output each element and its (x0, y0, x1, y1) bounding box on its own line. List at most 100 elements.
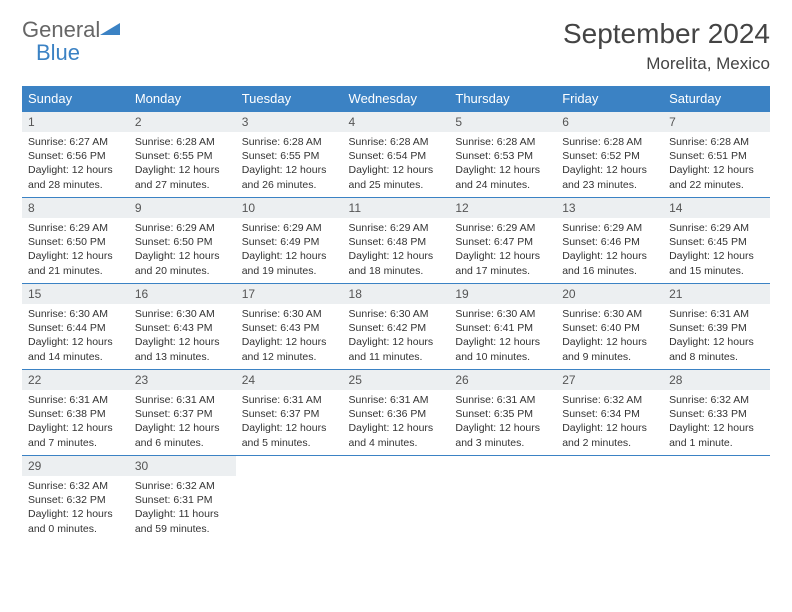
day-number: 10 (236, 198, 343, 218)
weekday-header: Saturday (663, 86, 770, 112)
sunrise-line: Sunrise: 6:31 AM (242, 394, 322, 406)
logo-word-1: General (22, 17, 100, 42)
day-number: 5 (449, 112, 556, 132)
calendar-empty-cell (343, 456, 450, 542)
title-block: September 2024 Morelita, Mexico (563, 18, 770, 74)
sunset-line: Sunset: 6:56 PM (28, 150, 106, 162)
calendar-day-cell: 22Sunrise: 6:31 AMSunset: 6:38 PMDayligh… (22, 370, 129, 456)
sunset-line: Sunset: 6:31 PM (135, 494, 213, 506)
sunrise-line: Sunrise: 6:32 AM (28, 480, 108, 492)
daylight-line: Daylight: 12 hours and 0 minutes. (28, 508, 113, 534)
calendar-empty-cell (663, 456, 770, 542)
day-number: 21 (663, 284, 770, 304)
sunrise-line: Sunrise: 6:28 AM (349, 136, 429, 148)
calendar-day-cell: 16Sunrise: 6:30 AMSunset: 6:43 PMDayligh… (129, 284, 236, 370)
calendar-day-cell: 25Sunrise: 6:31 AMSunset: 6:36 PMDayligh… (343, 370, 450, 456)
daylight-line: Daylight: 12 hours and 27 minutes. (135, 164, 220, 190)
sunrise-line: Sunrise: 6:30 AM (242, 308, 322, 320)
sunset-line: Sunset: 6:34 PM (562, 408, 640, 420)
calendar-day-cell: 3 Sunrise: 6:28 AM Sunset: 6:55 PM Daylight… (236, 112, 343, 198)
calendar-day-cell: 2Sunrise: 6:28 AMSunset: 6:55 PMDaylight… (129, 112, 236, 198)
sunset-line: Sunset: 6:55 PM (135, 150, 213, 162)
daylight-line: Daylight: 12 hours and 5 minutes. (242, 422, 327, 448)
day-details: Sunrise: 6:28 AM Sunset: 6:54 PM Daylight:… (343, 132, 450, 196)
day-details: Sunrise: 6:31 AMSunset: 6:38 PMDaylight:… (22, 390, 129, 454)
day-details: Sunrise: 6:28 AMSunset: 6:53 PMDaylight:… (449, 132, 556, 196)
sunrise-line: Sunrise: 6:30 AM (562, 308, 642, 320)
sunrise-line: Sunrise: 6:31 AM (455, 394, 535, 406)
sunset-line: Sunset: 6:46 PM (562, 236, 640, 248)
weekday-header: Tuesday (236, 86, 343, 112)
calendar-day-cell: 4Sunrise: 6:28 AMSunset: 6:54 PMDaylight… (343, 112, 450, 198)
logo-word-2: Blue (36, 41, 120, 64)
calendar-day-cell: 9Sunrise: 6:29 AMSunset: 6:50 PMDaylight… (129, 198, 236, 284)
day-number: 7 (663, 112, 770, 132)
sunrise-line: Sunrise: 6:32 AM (135, 480, 215, 492)
day-details: Sunrise: 6:32 AMSunset: 6:33 PMDaylight:… (663, 390, 770, 454)
day-number: 22 (22, 370, 129, 390)
calendar-body: 1Sunrise: 6:27 AMSunset: 6:56 PMDaylight… (22, 112, 770, 542)
calendar-day-cell: 18Sunrise: 6:30 AMSunset: 6:42 PMDayligh… (343, 284, 450, 370)
calendar-day-cell: 24Sunrise: 6:31 AMSunset: 6:37 PMDayligh… (236, 370, 343, 456)
sunset-line: Sunset: 6:38 PM (28, 408, 106, 420)
daylight-line: Daylight: 12 hours and 18 minutes. (349, 250, 434, 276)
sunset-line: Sunset: 6:37 PM (135, 408, 213, 420)
sunrise-line: Sunrise: 6:30 AM (28, 308, 108, 320)
day-number: 14 (663, 198, 770, 218)
sunset-line: Sunset: 6:55 PM (242, 150, 320, 162)
sunset-line: Sunset: 6:54 PM (349, 150, 427, 162)
day-number: 28 (663, 370, 770, 390)
day-number: 25 (343, 370, 450, 390)
day-details: Sunrise: 6:30 AM Sunset: 6:44 PM Daylight:… (22, 304, 129, 368)
calendar-day-cell: 13Sunrise: 6:29 AMSunset: 6:46 PMDayligh… (556, 198, 663, 284)
day-number: 19 (449, 284, 556, 304)
sunrise-line: Sunrise: 6:30 AM (455, 308, 535, 320)
calendar-week-row: 8Sunrise: 6:29 AMSunset: 6:50 PMDaylight… (22, 198, 770, 284)
sunset-line: Sunset: 6:52 PM (562, 150, 640, 162)
sunrise-line: Sunrise: 6:29 AM (28, 222, 108, 234)
logo-text: General Blue (22, 18, 120, 64)
daylight-line: Daylight: 12 hours and 21 minutes. (28, 250, 113, 276)
sunrise-line: Sunrise: 6:31 AM (135, 394, 215, 406)
calendar-day-cell: 19Sunrise: 6:30 AMSunset: 6:41 PMDayligh… (449, 284, 556, 370)
calendar-week-row: 1Sunrise: 6:27 AMSunset: 6:56 PMDaylight… (22, 112, 770, 198)
sunset-line: Sunset: 6:48 PM (349, 236, 427, 248)
day-number: 30 (129, 456, 236, 476)
day-details: Sunrise: 6:31 AMSunset: 6:35 PMDaylight:… (449, 390, 556, 454)
day-details: Sunrise: 6:30 AMSunset: 6:43 PMDaylight:… (129, 304, 236, 368)
daylight-line: Daylight: 12 hours and 22 minutes. (669, 164, 754, 190)
day-details: Sunrise: 6:29 AMSunset: 6:46 PMDaylight:… (556, 218, 663, 282)
sunset-line: Sunset: 6:43 PM (135, 322, 213, 334)
daylight-line: Daylight: 12 hours and 8 minutes. (669, 336, 754, 362)
sunrise-line: Sunrise: 6:29 AM (455, 222, 535, 234)
header: General Blue September 2024 Morelita, Me… (22, 18, 770, 74)
sunrise-line: Sunrise: 6:29 AM (135, 222, 215, 234)
sunset-line: Sunset: 6:51 PM (669, 150, 747, 162)
sunset-line: Sunset: 6:50 PM (135, 236, 213, 248)
calendar-day-cell: 27Sunrise: 6:32 AMSunset: 6:34 PMDayligh… (556, 370, 663, 456)
daylight-line: Daylight: 12 hours and 26 minutes. (242, 164, 327, 190)
calendar-day-cell: 5Sunrise: 6:28 AMSunset: 6:53 PMDaylight… (449, 112, 556, 198)
daylight-line: Daylight: 12 hours and 11 minutes. (349, 336, 434, 362)
sunrise-line: Sunrise: 6:28 AM (242, 136, 322, 148)
daylight-line: Daylight: 12 hours and 23 minutes. (562, 164, 647, 190)
calendar-day-cell: 29Sunrise: 6:32 AMSunset: 6:32 PMDayligh… (22, 456, 129, 542)
day-number: 9 (129, 198, 236, 218)
calendar-day-cell: 14Sunrise: 6:29 AMSunset: 6:45 PMDayligh… (663, 198, 770, 284)
daylight-line: Daylight: 12 hours and 25 minutes. (349, 164, 434, 190)
sunrise-line: Sunrise: 6:31 AM (669, 308, 749, 320)
day-details: Sunrise: 6:29 AMSunset: 6:45 PMDaylight:… (663, 218, 770, 282)
daylight-line: Daylight: 12 hours and 17 minutes. (455, 250, 540, 276)
day-details: Sunrise: 6:29 AMSunset: 6:49 PMDaylight:… (236, 218, 343, 282)
day-details: Sunrise: 6:28 AMSunset: 6:51 PMDaylight:… (663, 132, 770, 196)
day-number: 3 (236, 112, 343, 132)
daylight-line: Daylight: 12 hours and 24 minutes. (455, 164, 540, 190)
daylight-line: Daylight: 12 hours and 12 minutes. (242, 336, 327, 362)
sunset-line: Sunset: 6:44 PM (28, 322, 106, 334)
day-number: 13 (556, 198, 663, 218)
day-details: Sunrise: 6:30 AMSunset: 6:43 PMDaylight:… (236, 304, 343, 368)
day-details: Sunrise: 6:32 AM Sunset: 6:31 PM Daylight:… (129, 476, 236, 540)
weekday-header: Wednesday (343, 86, 450, 112)
daylight-line: Daylight: 11 hours and 59 minutes. (135, 508, 219, 534)
daylight-line: Daylight: 12 hours and 14 minutes. (28, 336, 113, 362)
